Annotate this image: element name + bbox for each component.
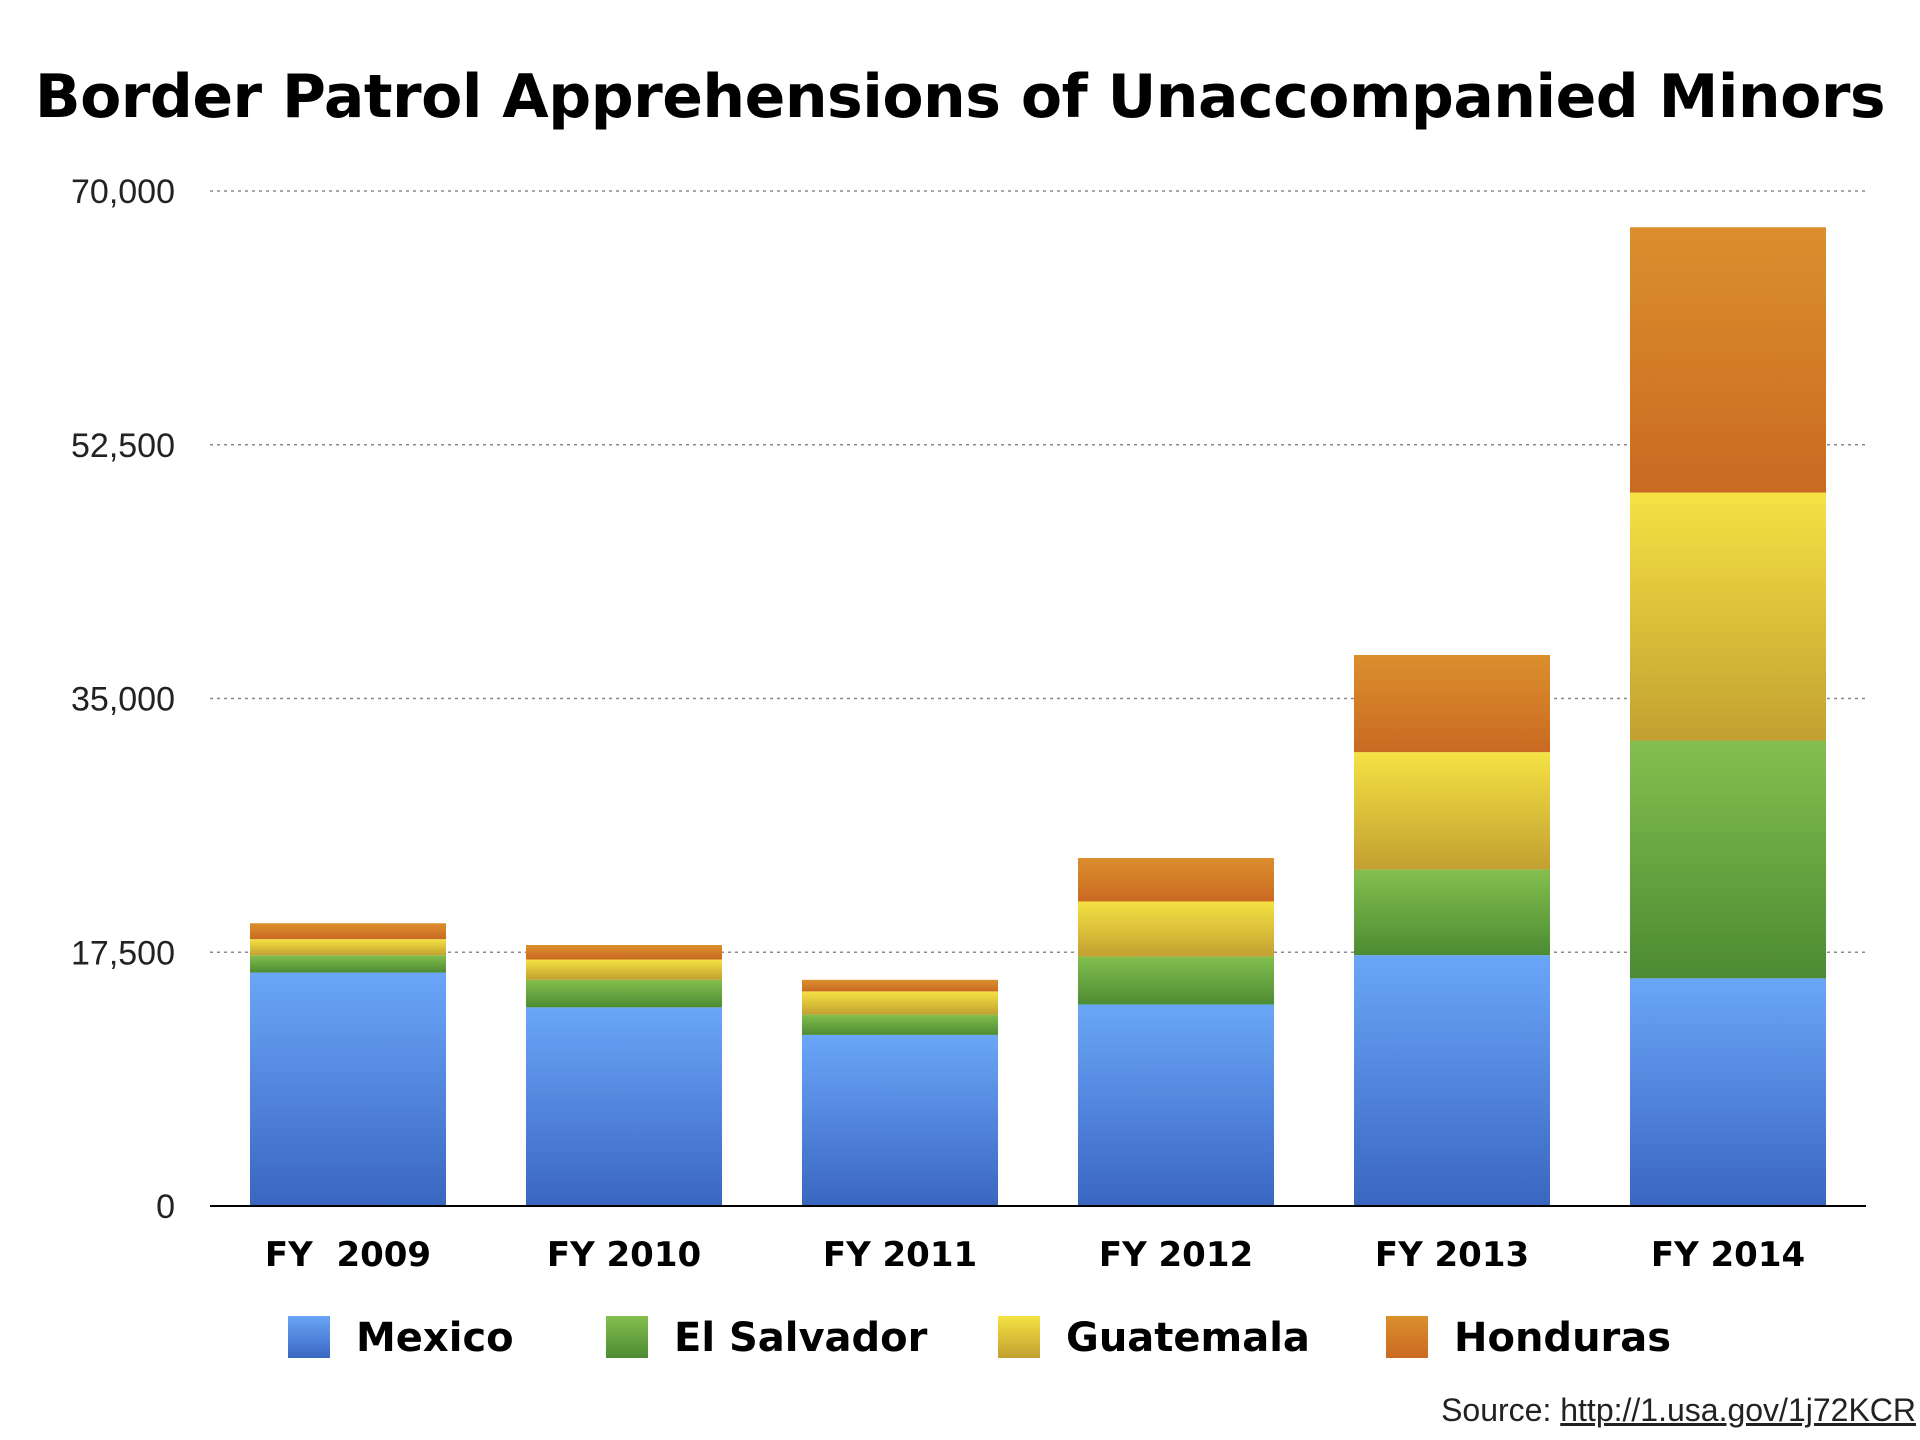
legend-label: Guatemala [1066, 1315, 1310, 1361]
bar-segment-mexico [250, 972, 446, 1206]
bar-segment-honduras [802, 979, 998, 992]
x-tick-label: FY 2010 [547, 1235, 701, 1275]
x-tick-label: FY 2013 [1375, 1235, 1529, 1275]
y-tick-label: 70,000 [71, 173, 175, 211]
bar-segment-guatemala [250, 939, 446, 956]
bar-segment-mexico [1354, 955, 1550, 1206]
x-tick-label: FY 2014 [1651, 1235, 1805, 1275]
bar-segment-el-salvador [1630, 740, 1826, 979]
x-tick-label: FY 2012 [1099, 1235, 1253, 1275]
bar-segment-guatemala [1354, 752, 1550, 870]
x-tick-label: FY 2009 [265, 1235, 431, 1275]
bar-segment-mexico [1078, 1004, 1274, 1206]
bar-segment-honduras [1078, 858, 1274, 902]
bar-segment-guatemala [1078, 901, 1274, 957]
bars [250, 227, 1826, 1206]
bar-segment-el-salvador [526, 979, 722, 1008]
bar-segment-mexico [1630, 978, 1826, 1206]
legend: Mexico El Salvador Guatemala Honduras [288, 1315, 1671, 1361]
source-prefix: Source: [1441, 1392, 1561, 1428]
bar-segment-honduras [526, 945, 722, 960]
bar-segment-el-salvador [802, 1014, 998, 1035]
y-tick-label: 52,500 [71, 427, 175, 465]
legend-swatch-mexico [288, 1316, 330, 1358]
legend-swatch-guatemala [998, 1316, 1040, 1358]
bar-segment-honduras [1630, 227, 1826, 493]
legend-label: Mexico [356, 1315, 514, 1361]
bar-segment-honduras [1354, 655, 1550, 753]
bar-segment-el-salvador [1354, 869, 1550, 956]
bar-segment-mexico [802, 1034, 998, 1206]
y-axis-ticks: 0 17,500 35,000 52,500 70,000 [71, 173, 175, 1226]
x-axis-ticks: FY 2009 FY 2010 FY 2011 FY 2012 FY 2013 FY 20… [265, 1235, 1805, 1275]
bar-segment-mexico [526, 1007, 722, 1206]
bar-segment-guatemala [526, 959, 722, 980]
bar-segment-guatemala [802, 991, 998, 1015]
bar-segment-guatemala [1630, 492, 1826, 741]
bar-segment-el-salvador [250, 955, 446, 973]
gridlines [210, 190, 1866, 954]
y-tick-label: 17,500 [71, 934, 175, 972]
bar-segment-el-salvador [1078, 956, 1274, 1005]
chart-title: Border Patrol Apprehensions of Unaccompa… [34, 62, 1886, 132]
source-note: Source: http://1.usa.gov/1j72KCR [1441, 1392, 1916, 1429]
legend-swatch-el-salvador [606, 1316, 648, 1358]
legend-swatch-honduras [1386, 1316, 1428, 1358]
legend-label: El Salvador [674, 1315, 928, 1361]
y-tick-label: 35,000 [71, 681, 175, 719]
bar-segment-honduras [250, 923, 446, 940]
legend-label: Honduras [1454, 1315, 1671, 1361]
y-tick-label: 0 [156, 1188, 175, 1226]
x-tick-label: FY 2011 [823, 1235, 977, 1275]
source-link[interactable]: http://1.usa.gov/1j72KCR [1560, 1392, 1916, 1428]
